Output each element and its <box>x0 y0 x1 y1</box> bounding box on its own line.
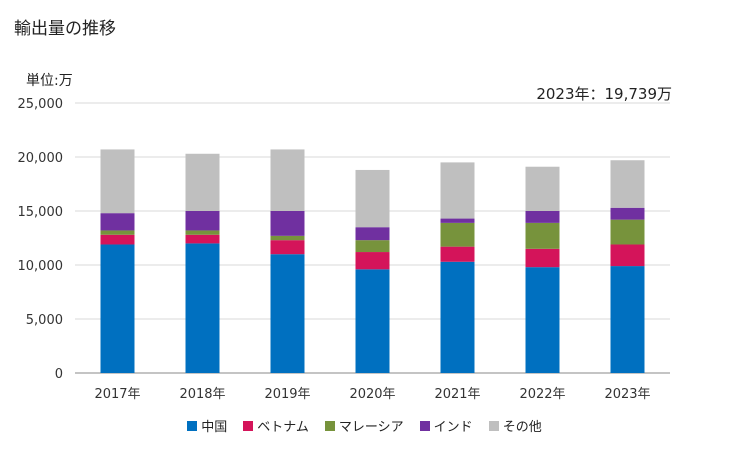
bar-segment <box>525 222 560 249</box>
bar-segment <box>440 222 475 247</box>
legend-label: ベトナム <box>257 420 309 435</box>
legend-label: 中国 <box>201 420 228 435</box>
bar-segment <box>355 227 390 241</box>
chart-title: 輸出量の推移 <box>14 19 116 39</box>
bar-segment <box>610 219 645 245</box>
stacked-bar-chart: 0 5,000 10,000 15,000 20,000 25,000 2017年 2018年… <box>18 97 670 402</box>
unit-label: 単位:万 <box>26 73 73 89</box>
bar-segment <box>440 218 475 223</box>
bar-segment <box>100 234 135 245</box>
x-tick-label: 2017年 <box>94 387 140 402</box>
bar-segment <box>440 246 475 262</box>
bar-segment <box>525 166 560 211</box>
x-tick-label: 2018年 <box>179 387 225 402</box>
bar-segment <box>185 243 220 373</box>
x-tick-label: 2020年 <box>349 387 395 402</box>
bar-segment <box>270 211 305 236</box>
y-tick-label: 5,000 <box>26 313 63 328</box>
bar-segment <box>185 153 220 211</box>
x-tick-label: 2021年 <box>434 387 480 402</box>
bar-segment <box>100 213 135 231</box>
bar-segment <box>270 149 305 211</box>
legend-swatch <box>187 420 198 431</box>
bar-segment <box>440 162 475 219</box>
legend-swatch <box>488 420 499 431</box>
bar-segment <box>270 235 305 241</box>
legend-swatch <box>324 420 335 431</box>
legend-label: インド <box>433 420 473 435</box>
legend-item: インド <box>419 416 473 435</box>
bar-segment <box>355 269 390 373</box>
legend-label: その他 <box>502 420 542 435</box>
total-annotation: 2023年：19,739万 <box>536 85 672 103</box>
legend-swatch <box>243 420 254 431</box>
bar-segment <box>185 234 220 244</box>
bar-segment <box>610 160 645 208</box>
chart-legend: 中国 ベトナム マレーシア インド その他 <box>0 416 729 435</box>
y-tick-label: 10,000 <box>18 259 64 274</box>
bar-segment <box>100 230 135 235</box>
bar-segment <box>100 244 135 373</box>
bar-segment <box>355 252 390 270</box>
legend-item: マレーシア <box>324 416 404 435</box>
bar-segment <box>270 254 305 373</box>
bar-segment <box>100 149 135 214</box>
legend-item: 中国 <box>187 416 227 435</box>
bar-segment <box>525 211 560 223</box>
legend-item: ベトナム <box>243 416 309 435</box>
bar-segment <box>525 267 560 373</box>
bar-segment <box>185 230 220 235</box>
bar-segment <box>610 207 645 220</box>
legend-item: その他 <box>488 416 542 435</box>
legend-swatch <box>419 420 430 431</box>
y-tick-label: 25,000 <box>18 97 64 112</box>
legend-label: マレーシア <box>338 420 404 435</box>
bar-segment <box>440 261 475 373</box>
bar-segment <box>270 240 305 255</box>
y-tick-label: 20,000 <box>18 151 64 166</box>
bar-segment <box>355 240 390 253</box>
y-tick-label: 0 <box>55 367 63 382</box>
bar-segment <box>610 266 645 373</box>
bar-segment <box>355 169 390 228</box>
y-tick-label: 15,000 <box>18 205 64 220</box>
bar-segment <box>610 244 645 267</box>
bar-segment <box>185 211 220 231</box>
x-tick-label: 2022年 <box>519 387 565 402</box>
x-tick-label: 2023年 <box>604 387 650 402</box>
x-tick-label: 2019年 <box>264 387 310 402</box>
bar-segment <box>525 248 560 268</box>
